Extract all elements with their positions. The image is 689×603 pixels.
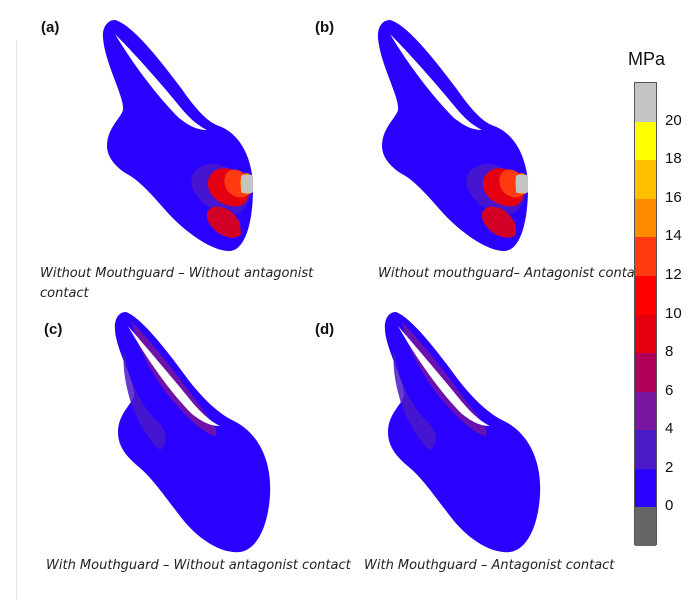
colorbar-segment — [635, 314, 656, 354]
colorbar-tick-label: 0 — [665, 497, 674, 515]
tooth-stress-map-c — [114, 312, 271, 553]
colorbar-segment — [635, 121, 656, 161]
tooth-stress-map-a — [102, 20, 254, 252]
colorbar-unit-label: MPa — [628, 49, 666, 69]
colorbar-segment — [635, 237, 656, 277]
colorbar-segment — [635, 275, 656, 315]
figure-left-rule — [16, 40, 17, 600]
panel-label-c: (c) — [44, 321, 63, 338]
colorbar-tick-label: 10 — [665, 304, 682, 322]
colorbar-segment — [635, 430, 656, 470]
colorbar-segment — [635, 353, 656, 393]
colorbar-tick-label: 14 — [665, 227, 682, 245]
colorbar-tick-label: 20 — [665, 111, 682, 129]
caption-b: Without mouthguard– Antagonist contact — [378, 266, 648, 281]
tooth-stress-map-d — [384, 312, 541, 553]
panel-label-a: (a) — [41, 19, 60, 36]
colorbar-segment — [635, 198, 656, 238]
panel-label-b: (b) — [315, 19, 335, 36]
colorbar-segment — [635, 391, 656, 431]
caption-a: Without Mouthguard – Without antagonist … — [40, 266, 314, 301]
colorbar-tick-label: 4 — [665, 420, 674, 438]
tooth-stress-map-b — [377, 20, 529, 252]
colorbar-tick-label: 2 — [665, 458, 674, 476]
colorbar-segment — [635, 160, 656, 200]
colorbar-tick-label: 16 — [665, 188, 682, 206]
colorbar-tick-label: 18 — [665, 150, 682, 168]
colorbar-segment — [635, 83, 656, 123]
colorbar-segment — [635, 507, 656, 547]
colorbar — [634, 82, 657, 547]
caption-d: With Mouthguard – Antagonist contact — [364, 558, 615, 573]
colorbar-tick-label: 6 — [665, 381, 674, 399]
panel-label-d: (d) — [315, 321, 335, 338]
colorbar-tick-label: 12 — [665, 265, 682, 283]
caption-c: With Mouthguard – Without antagonist con… — [46, 558, 351, 573]
colorbar-segment — [635, 468, 656, 508]
colorbar-tick-label: 8 — [665, 343, 674, 361]
